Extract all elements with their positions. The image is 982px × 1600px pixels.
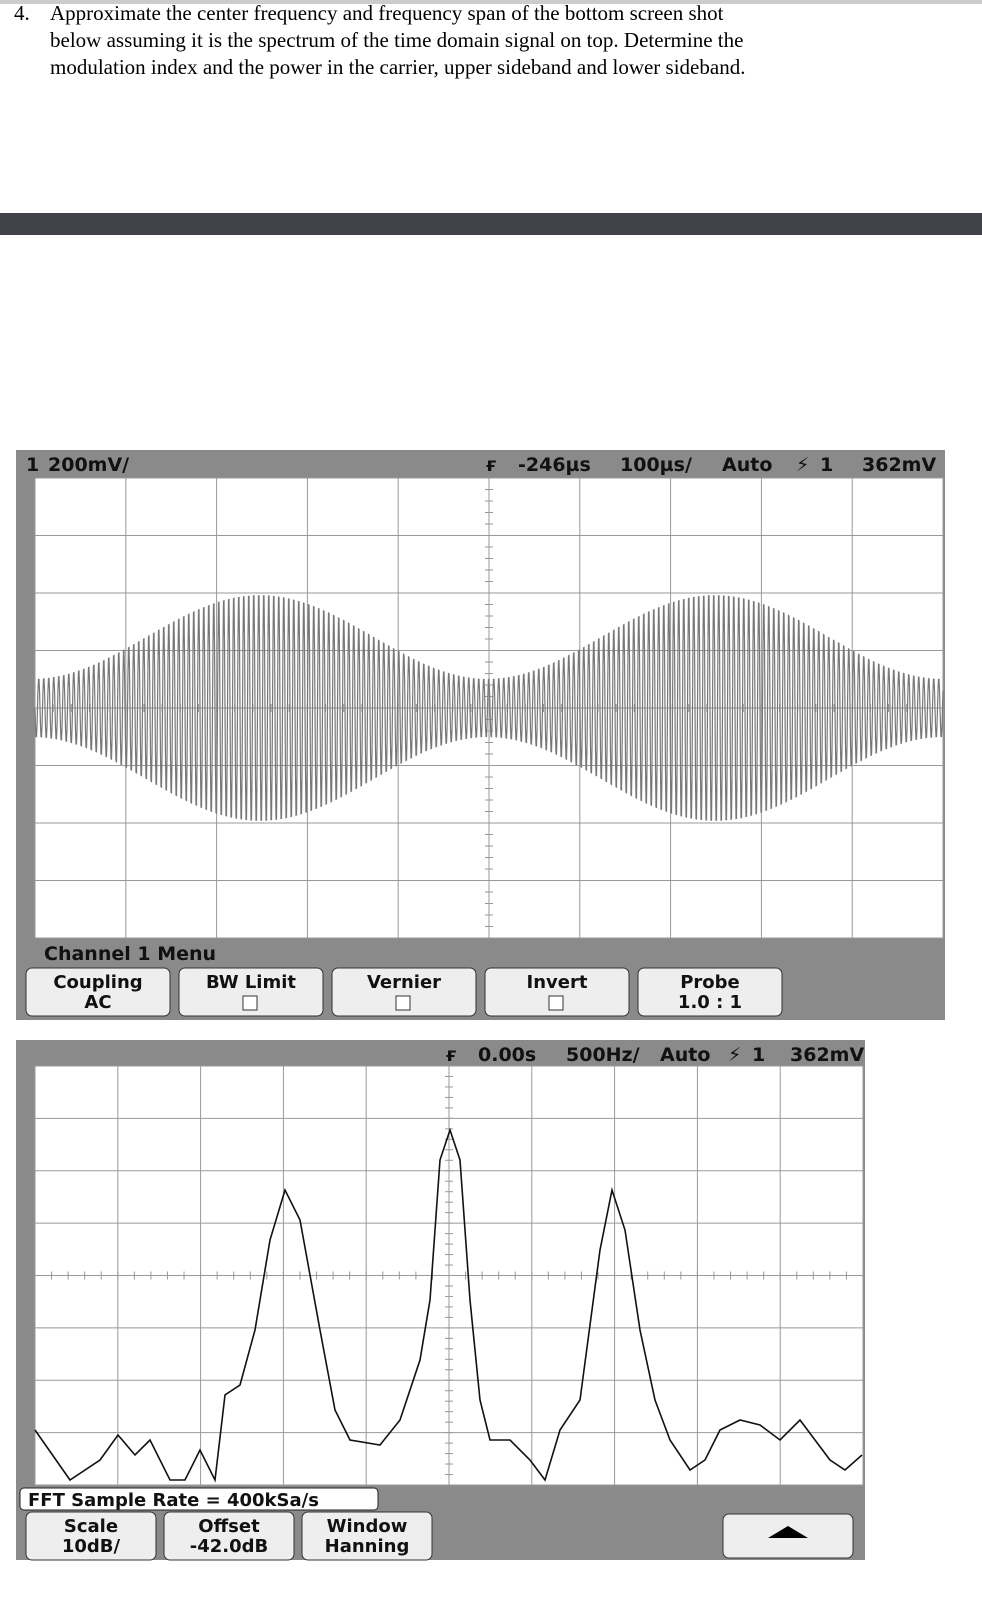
vertical-scale: 200mV/ xyxy=(48,454,129,476)
question-number: 4. xyxy=(14,1,30,25)
question-line: Approximate the center frequency and fre… xyxy=(50,1,724,25)
softkey-value: Hanning xyxy=(325,1536,410,1557)
grid xyxy=(34,1065,864,1486)
softkey-value: -42.0dB xyxy=(190,1536,269,1557)
checkbox xyxy=(395,995,411,1011)
trigger-icon: ⚡ xyxy=(796,454,809,476)
softkey[interactable] xyxy=(178,967,324,1017)
up-arrow-icon xyxy=(768,1526,808,1538)
trigger-level: 362mV xyxy=(790,1044,864,1066)
softkey-label: Coupling xyxy=(53,972,142,993)
separator-bar xyxy=(0,213,982,235)
trigger-mode: Auto xyxy=(660,1044,710,1066)
checkbox xyxy=(242,995,258,1011)
channel-number: 1 xyxy=(26,454,39,476)
softkey[interactable] xyxy=(484,967,630,1017)
trigger-icon: ⚡ xyxy=(728,1044,741,1066)
softkey[interactable] xyxy=(25,1511,157,1561)
top-border xyxy=(0,0,982,4)
trigger-source: 1 xyxy=(820,454,833,476)
softkey-label: Offset xyxy=(198,1516,260,1537)
checkbox xyxy=(548,995,564,1011)
center-time: 0.00s xyxy=(478,1044,536,1066)
question-line: modulation index and the power in the ca… xyxy=(50,55,745,79)
am-waveform xyxy=(34,595,944,821)
softkey[interactable] xyxy=(331,967,477,1017)
status-box xyxy=(19,1487,379,1511)
trigger-icon: ғ xyxy=(486,454,496,476)
softkey[interactable] xyxy=(301,1511,433,1561)
trigger-level: 362mV xyxy=(862,454,936,476)
softkey-value: 10dB/ xyxy=(62,1536,121,1557)
trigger-source: 1 xyxy=(752,1044,765,1066)
softkey-label: Scale xyxy=(64,1516,118,1537)
status: FFT Sample Rate = 400kSa/s xyxy=(28,1490,319,1511)
timebase: 100µs/ xyxy=(620,454,692,476)
softkey[interactable] xyxy=(637,967,783,1017)
question-line: below assuming it is the spectrum of the… xyxy=(50,28,743,52)
softkey[interactable] xyxy=(25,967,171,1017)
softkey-label: Vernier xyxy=(367,972,441,993)
softkey-label: BW Limit xyxy=(206,972,296,993)
softkey-label: Invert xyxy=(527,972,588,993)
menu-title: Channel 1 Menu xyxy=(44,943,216,965)
fft-trace xyxy=(34,1127,863,1483)
span: 500Hz/ xyxy=(566,1044,640,1066)
softkey[interactable] xyxy=(163,1511,295,1561)
softkey-label: Window xyxy=(327,1516,408,1537)
softkey-value: AC xyxy=(84,992,111,1013)
trigger-icon: ғ xyxy=(446,1044,456,1066)
delay: -246µs xyxy=(518,454,591,476)
softkey-value: 1.0 : 1 xyxy=(678,992,742,1013)
trigger-mode: Auto xyxy=(722,454,772,476)
softkey-label: Probe xyxy=(680,972,740,993)
